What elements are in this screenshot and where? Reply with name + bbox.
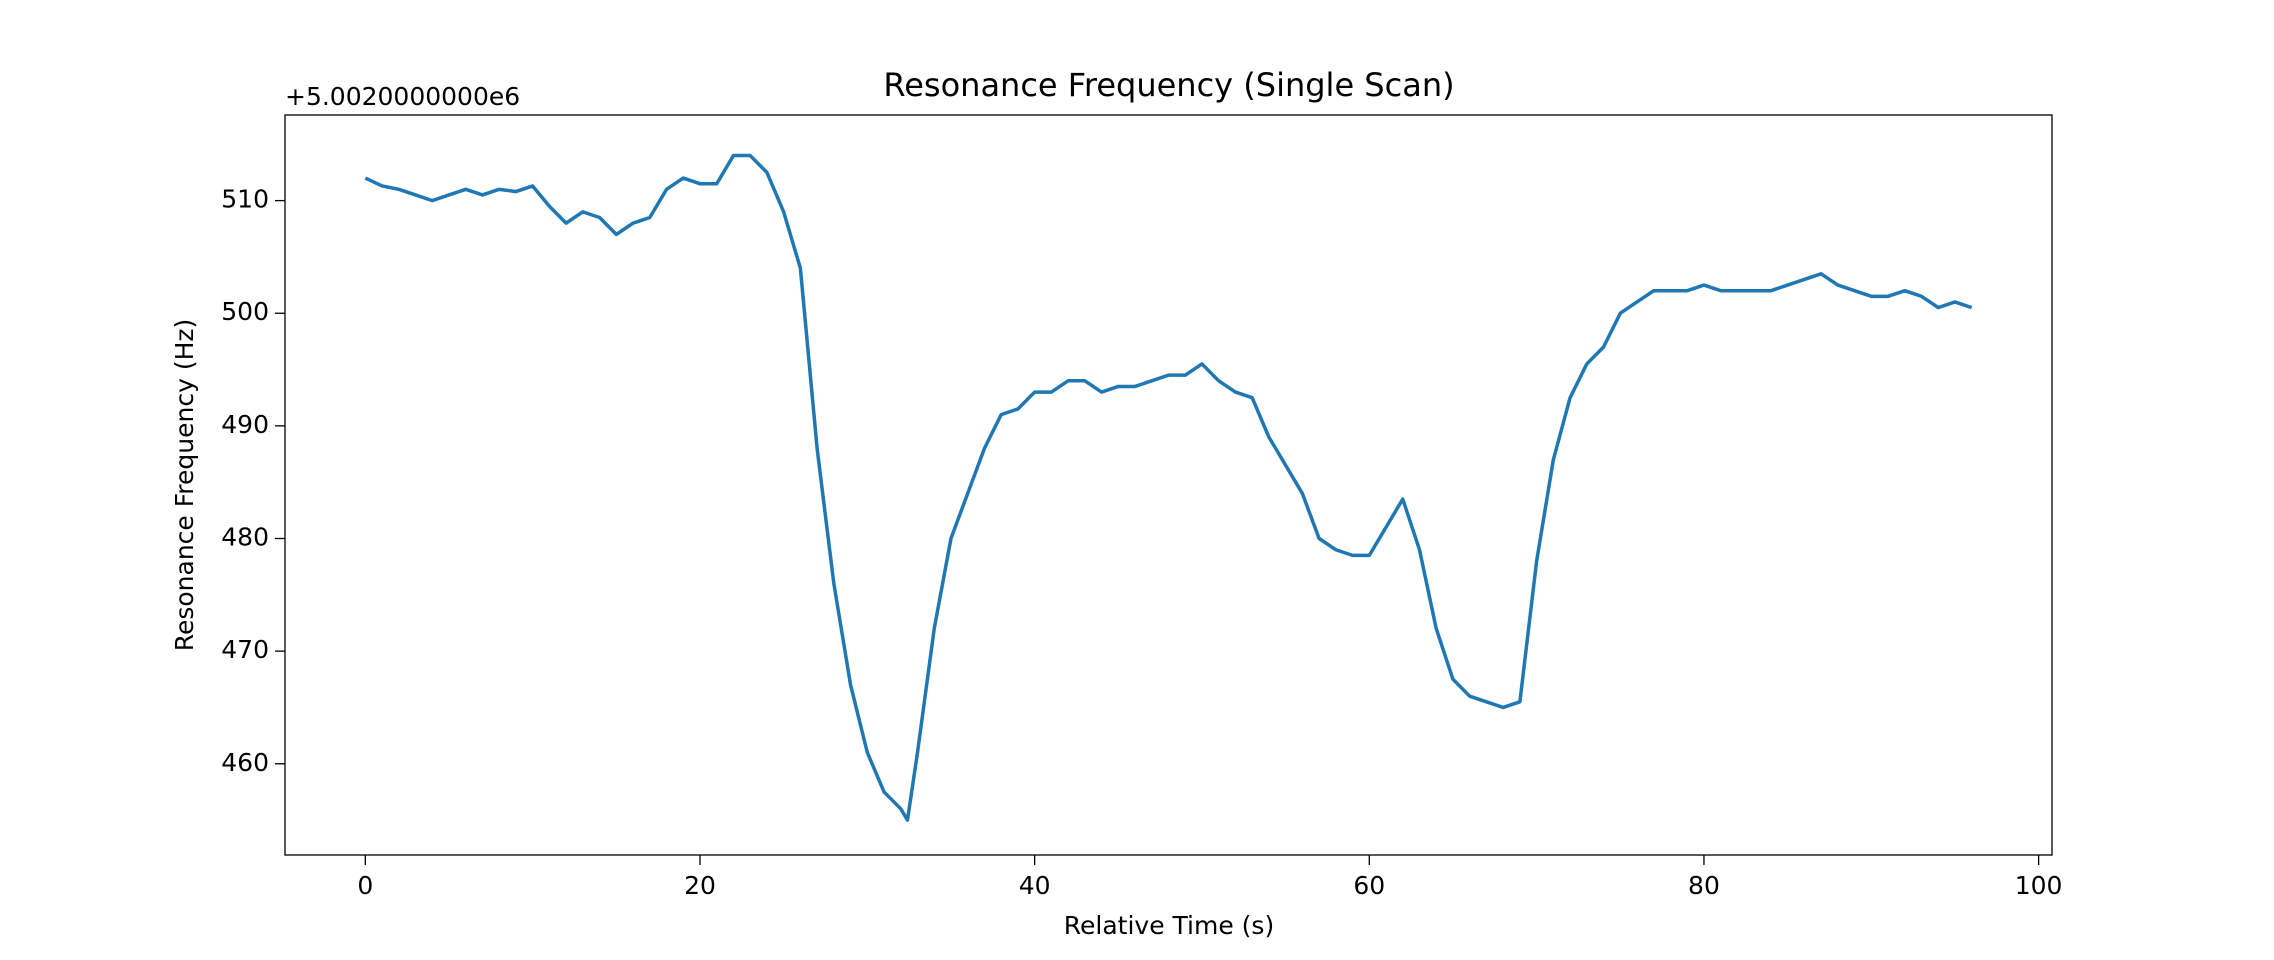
y-tick-label: 460	[221, 748, 269, 777]
x-tick-label: 100	[2015, 871, 2063, 900]
y-tick-label: 500	[221, 297, 269, 326]
x-tick-label: 0	[357, 871, 373, 900]
x-tick-label: 20	[684, 871, 716, 900]
y-tick-label: 490	[221, 410, 269, 439]
x-axis-label: Relative Time (s)	[1064, 911, 1274, 940]
y-tick-label: 480	[221, 523, 269, 552]
data-line	[364, 153, 1973, 822]
x-tick-label: 40	[1019, 871, 1051, 900]
x-tick-label: 80	[1688, 871, 1720, 900]
y-tick-label: 470	[221, 635, 269, 664]
y-tick-label: 510	[221, 185, 269, 214]
chart-title: Resonance Frequency (Single Scan)	[883, 66, 1454, 104]
x-tick-label: 60	[1353, 871, 1385, 900]
y-offset-label: +5.0020000000e6	[285, 82, 520, 111]
plot-frame	[284, 114, 2053, 856]
y-axis-label: Resonance Frequency (Hz)	[170, 319, 199, 652]
